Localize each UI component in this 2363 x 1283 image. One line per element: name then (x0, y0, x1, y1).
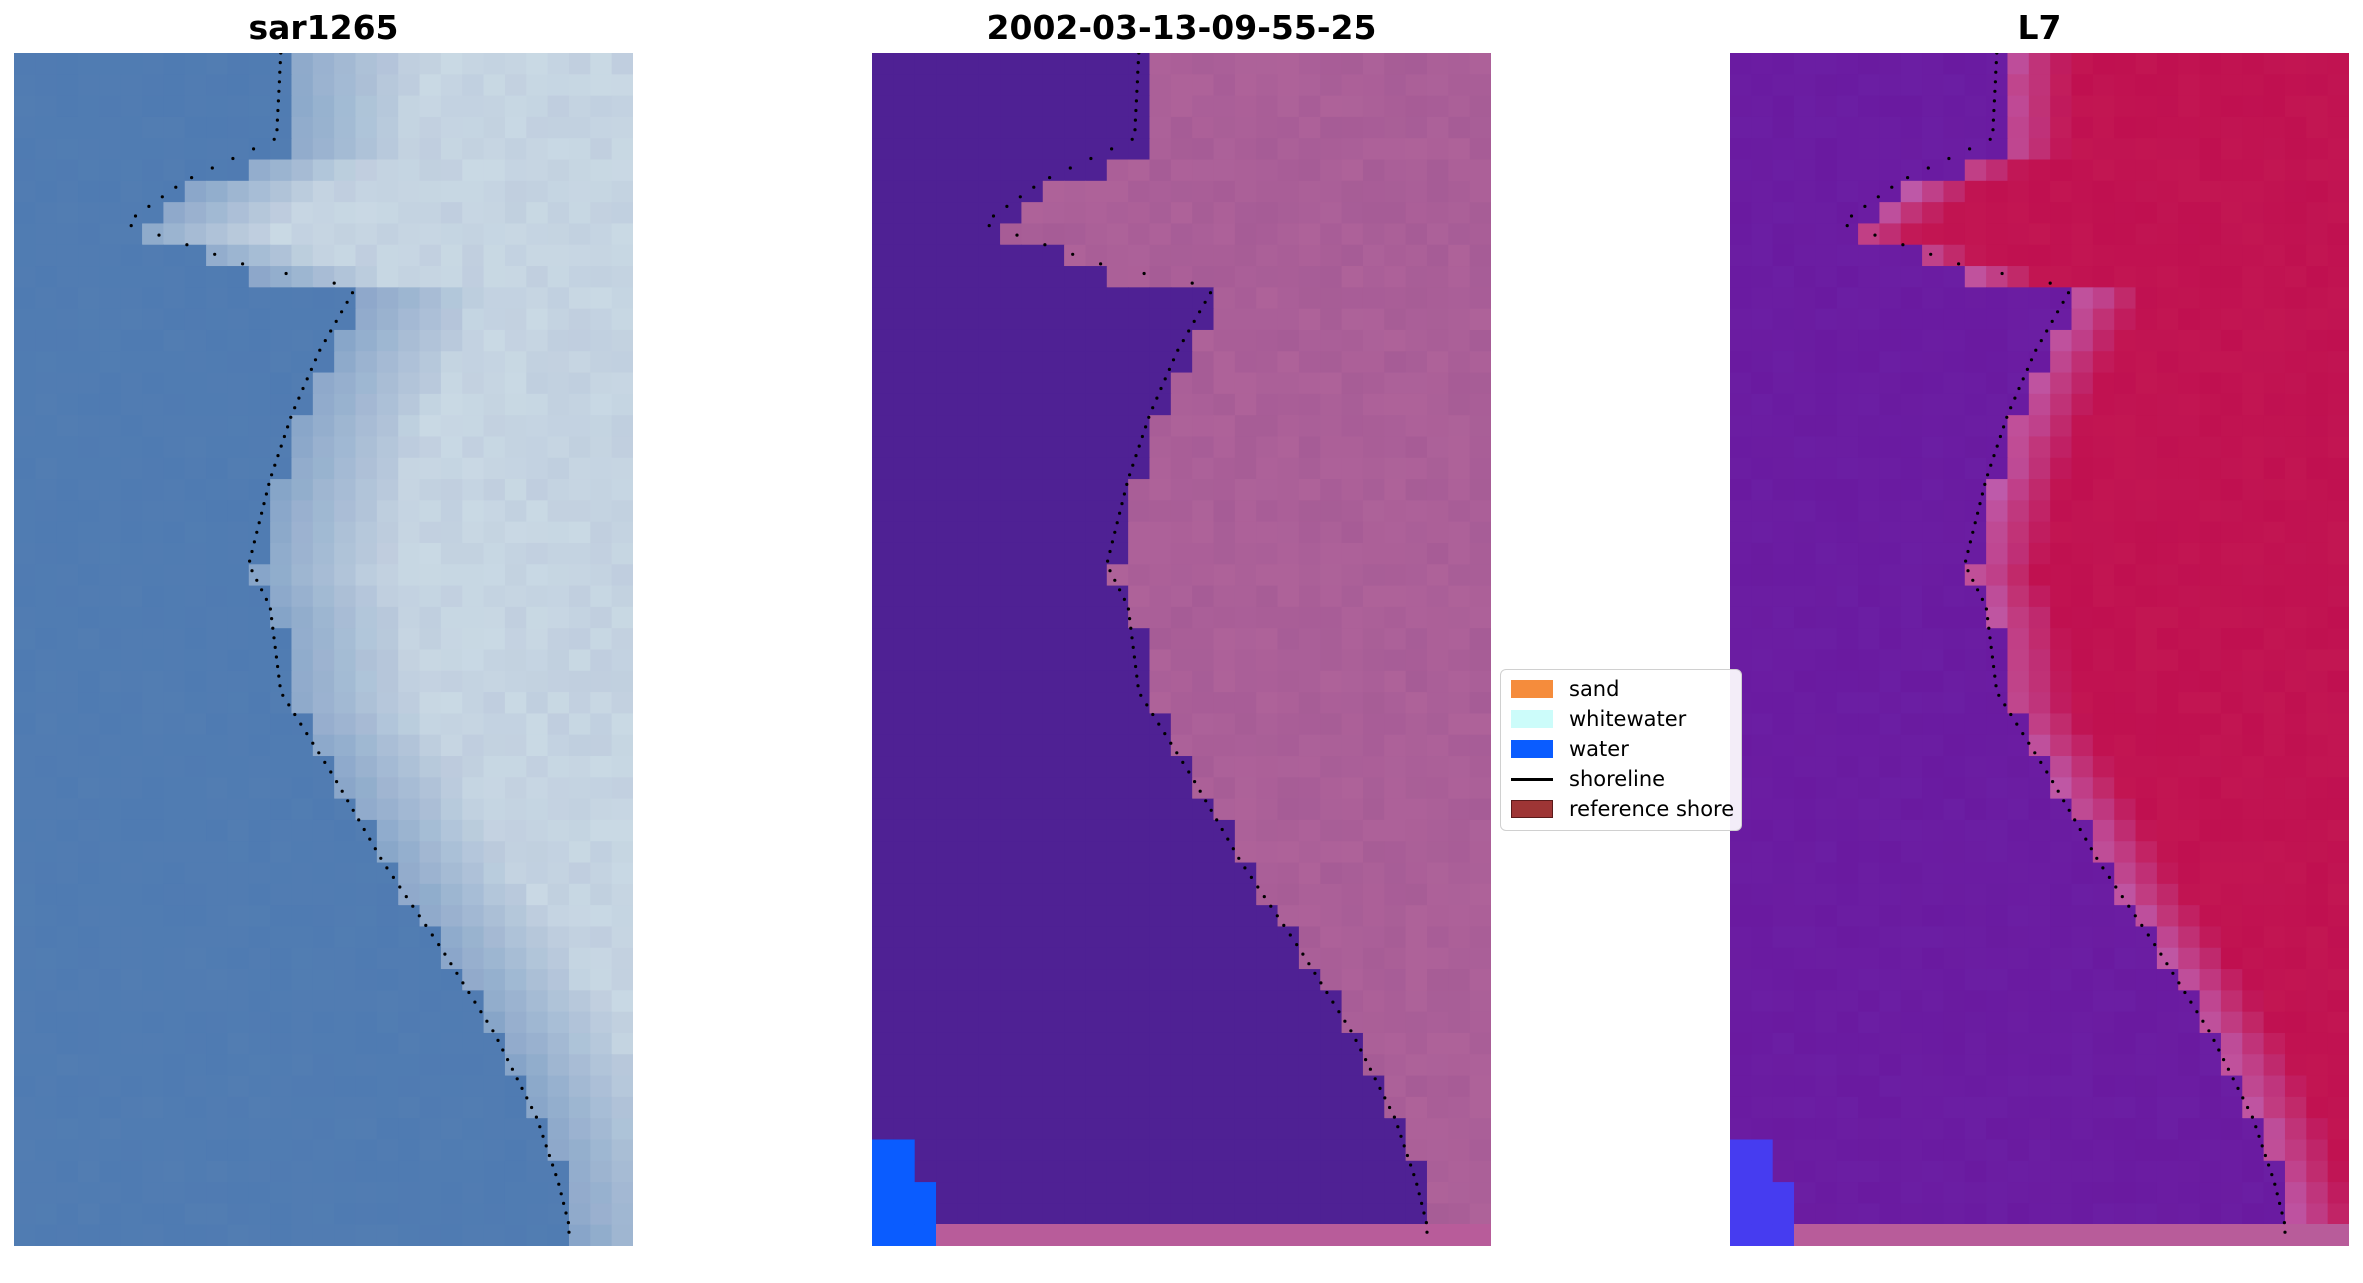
rgb-satellite-image (14, 53, 633, 1246)
panel-title-mndwi: L7 (2017, 8, 2062, 47)
panel-title-rgb: sar1265 (248, 8, 399, 47)
sand-swatch (1511, 680, 1553, 698)
classified-image (872, 53, 1491, 1246)
legend-item-water: water (1501, 736, 1629, 762)
legend-label-whitewater: whitewater (1569, 707, 1687, 731)
legend: sand whitewater water shoreline referenc… (1500, 669, 1742, 831)
legend-item-reference-shore: reference shore (1501, 796, 1734, 822)
legend-label-sand: sand (1569, 677, 1620, 701)
legend-label-reference-shore: reference shore (1569, 797, 1735, 821)
whitewater-swatch (1511, 710, 1553, 728)
legend-item-shoreline: shoreline (1501, 766, 1665, 792)
legend-label-shoreline: shoreline (1569, 767, 1666, 791)
panel-title-classified: 2002-03-13-09-55-25 (986, 8, 1377, 47)
reference-shore-swatch (1511, 800, 1553, 818)
legend-item-whitewater: whitewater (1501, 706, 1686, 732)
mndwi-image (1730, 53, 2349, 1246)
water-swatch (1511, 740, 1553, 758)
shoreline-dots (987, 53, 1429, 1234)
shoreline-line-icon (1511, 777, 1553, 781)
mndwi-raster (1730, 53, 2349, 1246)
legend-label-water: water (1569, 737, 1629, 761)
reference-shore-band (936, 1224, 1491, 1246)
shoreline-dots (1845, 53, 2287, 1234)
rgb-raster (14, 53, 633, 1246)
reference-shore-band (1794, 1224, 2349, 1246)
legend-item-sand: sand (1501, 676, 1619, 702)
shoreline-dots (129, 53, 571, 1234)
classified-raster (872, 53, 1491, 1246)
